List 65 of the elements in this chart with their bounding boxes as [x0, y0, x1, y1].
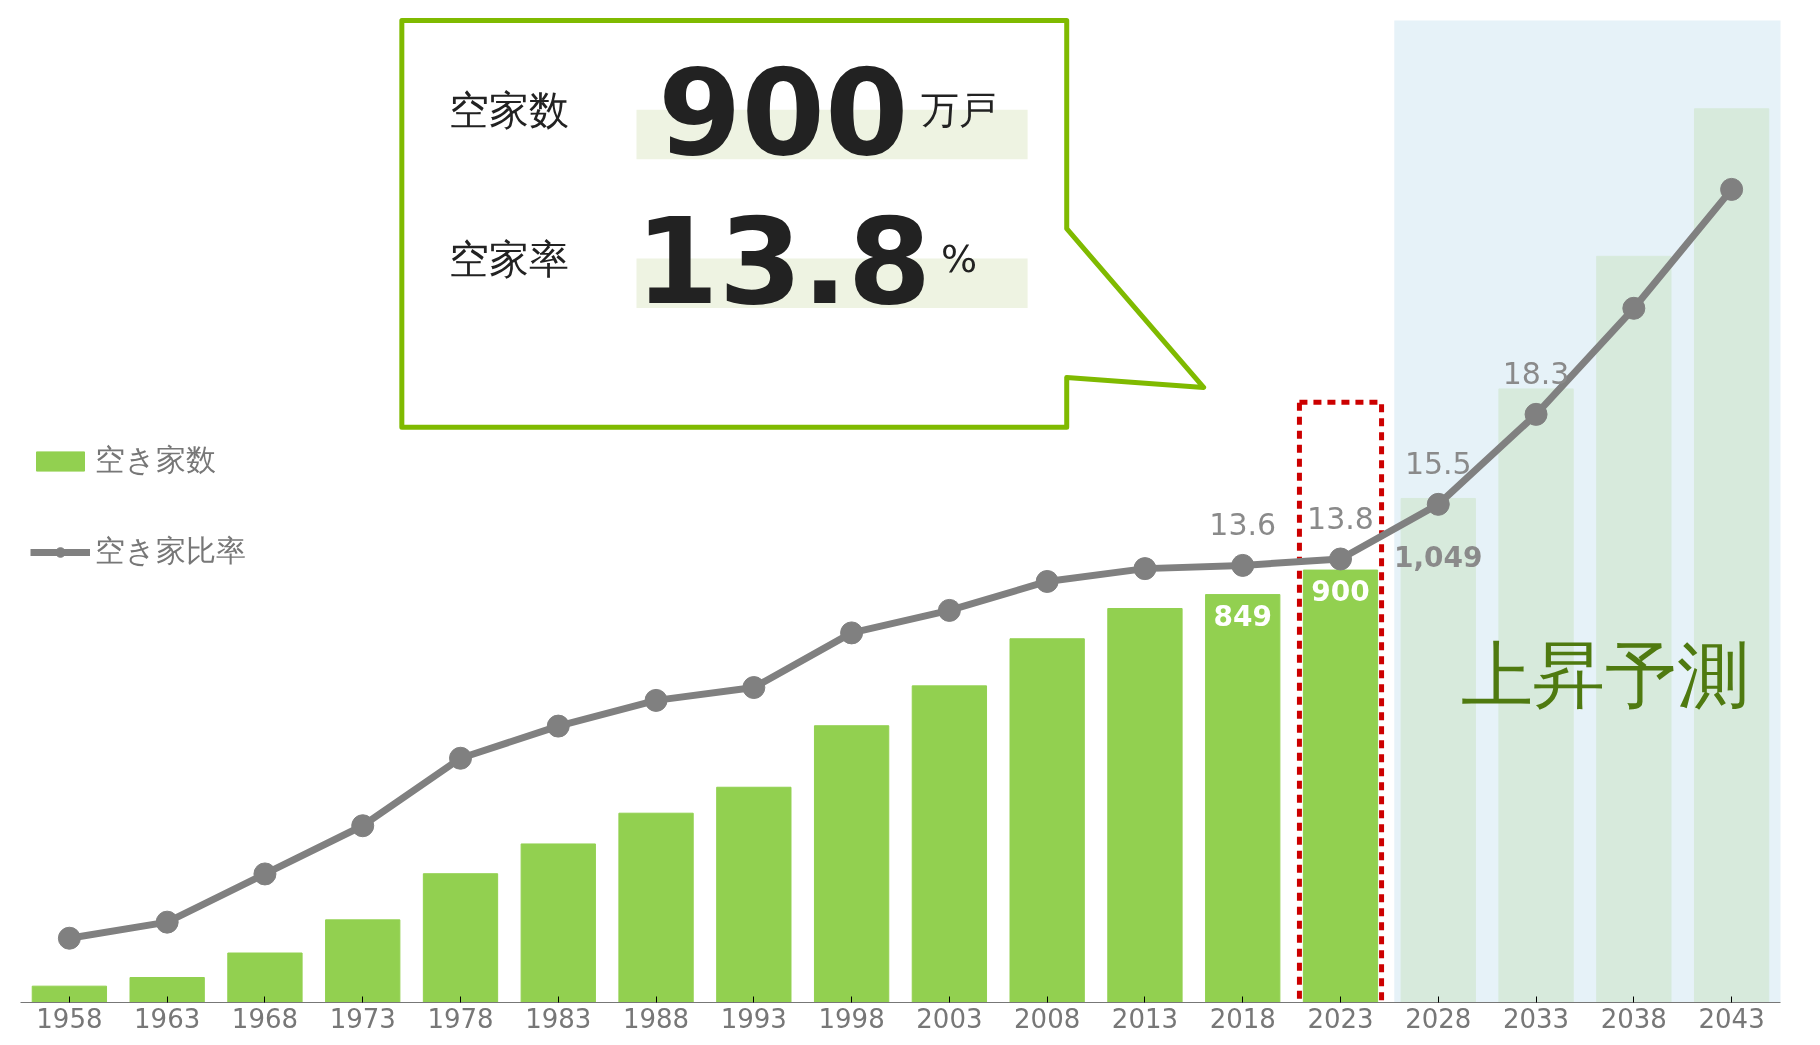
point	[253, 862, 277, 886]
x-tick-label: 2043	[1698, 1003, 1765, 1034]
point	[546, 714, 570, 738]
x-tick-label: 2028	[1405, 1003, 1472, 1034]
data-label: 13.8	[1307, 500, 1374, 536]
point	[1133, 557, 1157, 581]
point	[1426, 492, 1450, 516]
bar	[911, 685, 988, 1003]
x-tick-label: 2018	[1209, 1003, 1276, 1034]
bar	[520, 843, 596, 1003]
annotation: 空家率	[449, 235, 570, 282]
point	[351, 814, 375, 838]
x-tick-label: 1963	[134, 1003, 201, 1034]
band-label: 上昇予測	[1460, 633, 1749, 718]
bar	[1009, 638, 1085, 1003]
x-tick-label: 2013	[1111, 1003, 1179, 1034]
data-label: 1,049	[1393, 541, 1483, 575]
point	[1035, 570, 1059, 593]
x-tick-label: 2023	[1307, 1003, 1374, 1034]
x-tick-label: 2038	[1600, 1003, 1667, 1034]
bar	[129, 977, 205, 1003]
data-label: 15.5	[1404, 446, 1472, 482]
x-tick-label: 2033	[1502, 1003, 1570, 1034]
bar	[1205, 594, 1281, 1003]
point	[57, 926, 81, 950]
point	[742, 676, 766, 700]
x-tick-label: 1978	[427, 1003, 494, 1034]
x-tick-label: 1988	[622, 1003, 690, 1034]
point	[644, 688, 668, 712]
annotation: 空家数	[449, 86, 570, 133]
x-tick-label: 1958	[36, 1003, 103, 1034]
point	[840, 621, 864, 645]
point	[155, 910, 179, 934]
bar	[325, 919, 401, 1003]
bar	[813, 725, 890, 1003]
annotation: 万戸	[921, 87, 998, 132]
x-tick-label: 1993	[720, 1003, 787, 1034]
data-label: 18.3	[1502, 356, 1570, 392]
data-label: 849	[1213, 599, 1272, 633]
point	[449, 746, 472, 770]
bar	[31, 985, 108, 1003]
x-tick-label: 1968	[231, 1003, 299, 1034]
x-tick-label: 2003	[916, 1003, 983, 1034]
bar	[422, 873, 499, 1003]
bar	[716, 786, 792, 1003]
point	[1231, 553, 1255, 577]
bar	[618, 812, 694, 1003]
annotation: %	[941, 236, 978, 281]
data-label: 13.6	[1209, 507, 1277, 543]
legend-label: 空き家数	[95, 441, 216, 479]
x-tick-label: 1973	[329, 1003, 396, 1034]
point	[1524, 402, 1548, 426]
bar	[227, 952, 303, 1003]
data-label: 900	[1311, 575, 1370, 609]
x-tick-label: 1998	[818, 1003, 885, 1034]
x-tick-label: 2008	[1014, 1003, 1081, 1034]
point	[1622, 296, 1646, 320]
point	[937, 598, 961, 622]
annotation: 13.8	[635, 191, 932, 331]
point	[1329, 547, 1352, 571]
bar	[1107, 608, 1183, 1003]
legend-label: 空き家比率	[95, 532, 246, 570]
point	[1720, 177, 1744, 201]
annotation: 900	[657, 42, 909, 182]
x-tick-label: 1983	[525, 1003, 592, 1034]
